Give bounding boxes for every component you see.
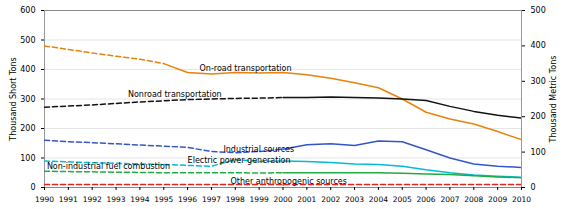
svg-text:500: 500 — [531, 6, 546, 15]
svg-text:2001: 2001 — [297, 195, 316, 204]
svg-text:2008: 2008 — [464, 195, 483, 204]
svg-text:100: 100 — [20, 154, 35, 163]
svg-text:Industrial sources: Industrial sources — [223, 145, 294, 154]
svg-text:100: 100 — [531, 148, 546, 157]
svg-text:1999: 1999 — [250, 195, 269, 204]
svg-text:1990: 1990 — [35, 195, 54, 204]
svg-text:2006: 2006 — [417, 195, 436, 204]
svg-text:600: 600 — [20, 6, 35, 15]
svg-text:2004: 2004 — [369, 195, 388, 204]
svg-text:200: 200 — [531, 112, 546, 121]
svg-text:Electric power generation: Electric power generation — [188, 156, 291, 165]
svg-text:0: 0 — [531, 183, 536, 192]
svg-text:2009: 2009 — [488, 195, 507, 204]
svg-text:300: 300 — [20, 95, 35, 104]
svg-text:2005: 2005 — [393, 195, 412, 204]
svg-text:1996: 1996 — [178, 195, 197, 204]
svg-text:1992: 1992 — [83, 195, 102, 204]
svg-text:400: 400 — [20, 65, 35, 74]
svg-text:2007: 2007 — [440, 195, 459, 204]
svg-text:2002: 2002 — [321, 195, 340, 204]
svg-text:300: 300 — [531, 77, 546, 86]
svg-text:500: 500 — [20, 36, 35, 45]
svg-text:2003: 2003 — [345, 195, 364, 204]
svg-text:On-road transportation: On-road transportation — [200, 64, 292, 73]
svg-text:2000: 2000 — [273, 195, 292, 204]
svg-text:Other anthropogenic sources: Other anthropogenic sources — [231, 177, 347, 186]
svg-text:1997: 1997 — [202, 195, 221, 204]
svg-text:Thousand Metric Tons: Thousand Metric Tons — [549, 56, 558, 144]
svg-text:2010: 2010 — [512, 195, 531, 204]
svg-text:1994: 1994 — [130, 195, 149, 204]
svg-text:Thousand Short Tons: Thousand Short Tons — [9, 57, 18, 141]
svg-text:0: 0 — [30, 183, 35, 192]
svg-text:1993: 1993 — [107, 195, 126, 204]
svg-text:1995: 1995 — [154, 195, 173, 204]
svg-text:400: 400 — [531, 41, 546, 50]
svg-text:Nonroad transportation: Nonroad transportation — [128, 90, 222, 99]
svg-text:Non-industrial fuel combustion: Non-industrial fuel combustion — [47, 162, 170, 171]
svg-text:1998: 1998 — [226, 195, 245, 204]
svg-text:1991: 1991 — [59, 195, 78, 204]
svg-text:200: 200 — [20, 124, 35, 133]
